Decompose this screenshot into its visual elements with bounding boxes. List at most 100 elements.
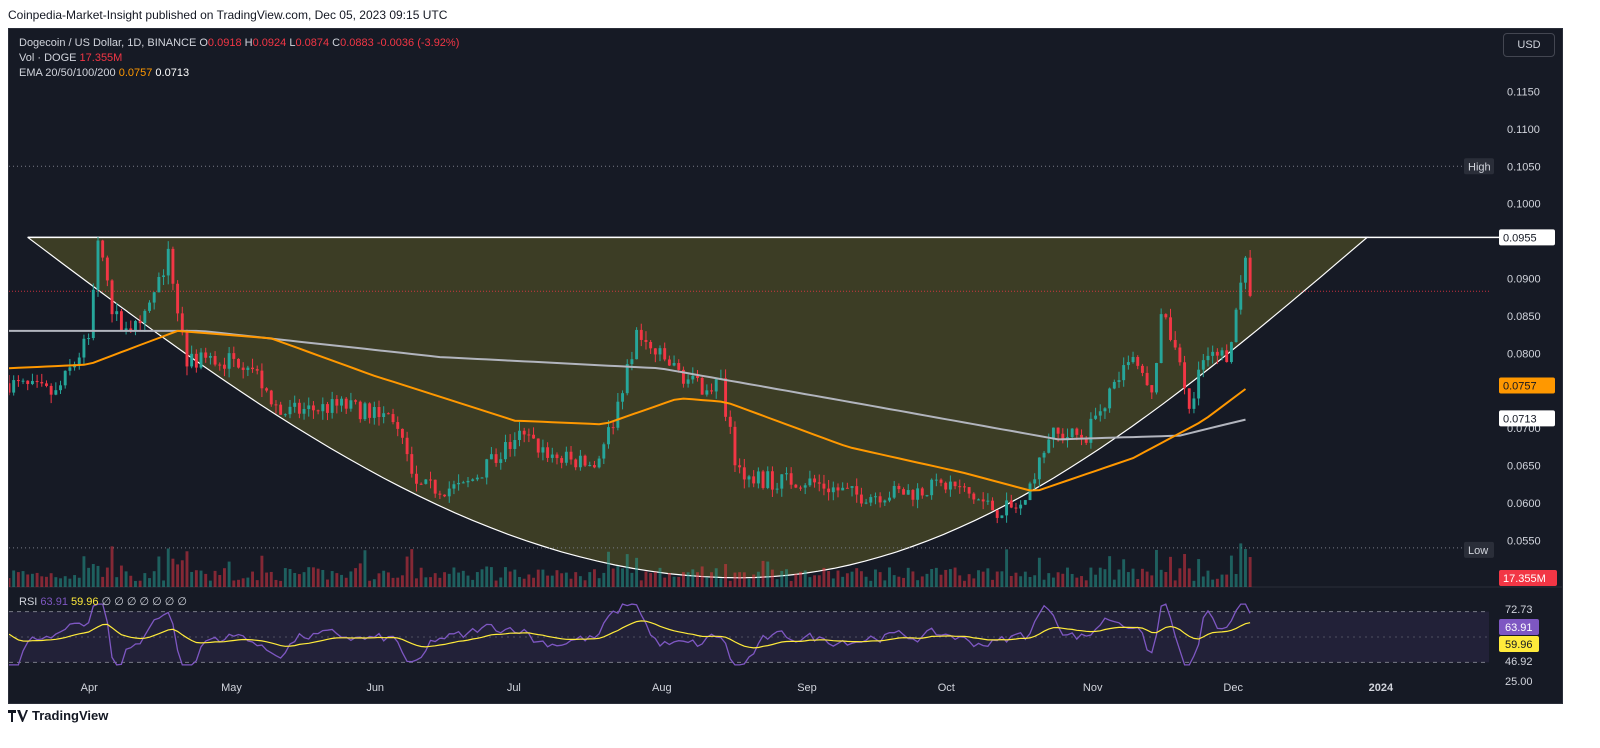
candle-body bbox=[827, 488, 831, 493]
volume-bar bbox=[9, 578, 11, 587]
candle-body bbox=[855, 486, 859, 495]
price-tick-label: 0.1000 bbox=[1507, 199, 1541, 211]
candle-body bbox=[143, 310, 147, 324]
candle-body bbox=[625, 364, 629, 394]
candle-body bbox=[335, 399, 339, 406]
chart-canvas[interactable]: 0.1150 0.1100 0.1050 0.1000 0.0900 0.0850 0.08… bbox=[9, 29, 1562, 703]
candle-body bbox=[260, 370, 264, 389]
candle-body bbox=[1117, 380, 1121, 382]
candle-body bbox=[494, 454, 498, 463]
candle-body bbox=[326, 404, 329, 413]
candle-body bbox=[101, 240, 105, 258]
candle-body bbox=[813, 478, 817, 483]
volume-bar bbox=[869, 580, 873, 587]
candle-body bbox=[199, 352, 203, 368]
volume-bar bbox=[845, 573, 849, 587]
candle-body bbox=[489, 454, 493, 460]
volume-bar bbox=[939, 574, 943, 587]
x-tick-label: Aug bbox=[652, 682, 672, 694]
volume-bar bbox=[1187, 568, 1191, 587]
volume-bar bbox=[696, 572, 699, 587]
candle-body bbox=[513, 440, 517, 449]
volume-bar bbox=[119, 565, 123, 587]
x-tick-label: 2024 bbox=[1369, 682, 1394, 694]
candle-body bbox=[649, 341, 653, 349]
volume-label[interactable]: Vol · DOGE bbox=[19, 52, 77, 64]
close-label: C bbox=[332, 37, 341, 49]
volume-bar bbox=[1229, 555, 1233, 587]
volume-bar bbox=[766, 561, 770, 587]
volume-bar bbox=[199, 570, 203, 587]
volume-bar bbox=[129, 575, 133, 587]
low-badge-bg bbox=[1464, 541, 1494, 558]
candle-body bbox=[293, 402, 297, 407]
volume-bar bbox=[180, 560, 184, 587]
volume-bar bbox=[761, 560, 765, 587]
volume-bar bbox=[1173, 580, 1177, 587]
currency-button[interactable]: USD bbox=[1503, 33, 1555, 57]
candle-body bbox=[667, 359, 671, 366]
volume-bar bbox=[789, 580, 793, 587]
candle-body bbox=[1051, 427, 1055, 440]
candle-body bbox=[1108, 388, 1112, 409]
volume-bar bbox=[621, 568, 624, 587]
candle-body bbox=[96, 240, 100, 290]
volume-bar bbox=[681, 572, 685, 587]
volume-bar bbox=[794, 573, 798, 587]
volume-bar bbox=[1192, 580, 1196, 587]
volume-bar bbox=[541, 569, 545, 587]
candle-body bbox=[45, 383, 48, 386]
candle-body bbox=[916, 488, 920, 500]
volume-bar bbox=[1136, 579, 1140, 587]
volume-bar bbox=[190, 571, 194, 587]
rsi-tick-label: 25.00 bbox=[1505, 676, 1533, 688]
candle-body bbox=[799, 487, 802, 489]
volume-bar bbox=[480, 569, 484, 587]
open-label: O bbox=[199, 37, 208, 49]
volume-bar bbox=[16, 572, 20, 587]
candle-body bbox=[265, 388, 269, 391]
symbol-label[interactable]: Dogecoin / US Dollar, 1D, BINANCE bbox=[19, 37, 197, 49]
volume-bar bbox=[110, 546, 114, 587]
ema-label[interactable]: EMA 20/50/100/200 bbox=[19, 67, 116, 79]
candle-body bbox=[68, 367, 72, 371]
rsi-ma-line bbox=[9, 620, 1251, 649]
candle-body bbox=[1122, 365, 1126, 381]
chart-panel[interactable]: 0.1150 0.1100 0.1050 0.1000 0.0900 0.0850 0.08… bbox=[8, 28, 1563, 704]
candle-body bbox=[686, 379, 690, 384]
candle-body bbox=[555, 454, 559, 459]
candle-body bbox=[630, 359, 634, 365]
volume-bar bbox=[283, 568, 287, 587]
volume-bar bbox=[1094, 574, 1098, 587]
volume-bar bbox=[916, 580, 920, 587]
low-badge: Low bbox=[1468, 545, 1488, 557]
candle-body bbox=[457, 482, 461, 485]
candle-body bbox=[1169, 317, 1172, 340]
volume-bar bbox=[536, 569, 540, 587]
candle-body bbox=[190, 353, 194, 367]
candle-body bbox=[663, 348, 667, 360]
candle-body bbox=[527, 434, 531, 436]
volume-bar bbox=[1215, 578, 1219, 587]
candle-body bbox=[724, 378, 728, 417]
volume-bar bbox=[105, 567, 109, 587]
rsi-label[interactable]: RSI bbox=[19, 596, 38, 608]
candle-body bbox=[1023, 500, 1027, 505]
volume-bar bbox=[1159, 569, 1163, 587]
volume-bar bbox=[475, 572, 479, 587]
candle-body bbox=[578, 455, 582, 468]
volume-bar bbox=[330, 571, 334, 587]
candle-body bbox=[1075, 428, 1079, 435]
candle-body bbox=[1033, 479, 1037, 484]
volume-bar bbox=[808, 577, 812, 587]
candle-body bbox=[738, 465, 742, 468]
candle-body bbox=[433, 479, 437, 494]
candle-body bbox=[906, 490, 910, 495]
volume-bar bbox=[1103, 569, 1107, 587]
volume-bar bbox=[340, 574, 343, 587]
price-tick-label: 0.0800 bbox=[1507, 348, 1541, 360]
volume-bar bbox=[194, 570, 198, 587]
candle-body bbox=[504, 442, 507, 460]
volume-bar bbox=[850, 571, 854, 587]
candle-body bbox=[443, 494, 447, 497]
